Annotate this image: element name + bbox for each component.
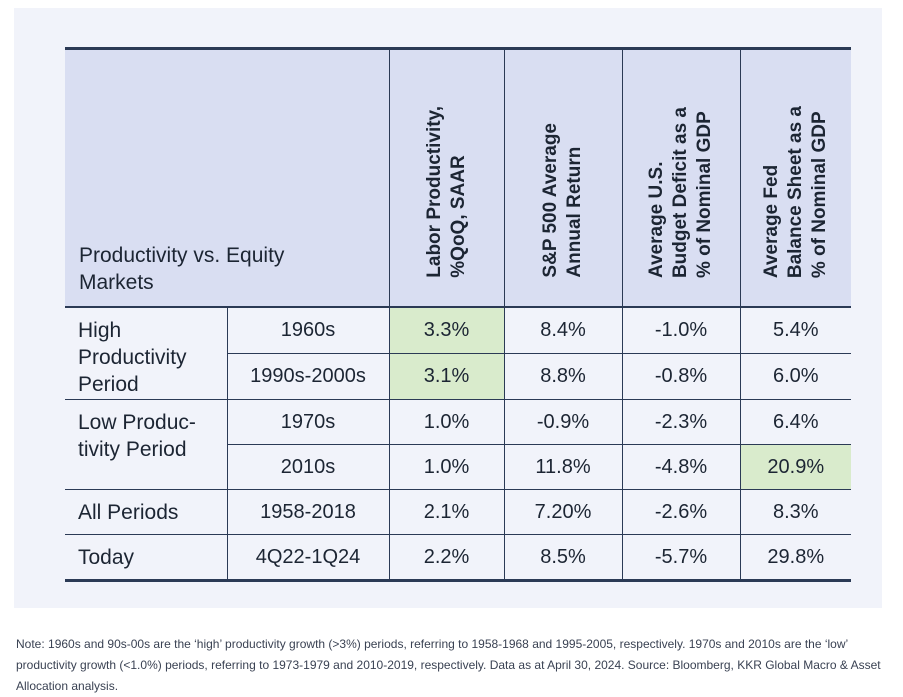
table-panel: Productivity vs. Equity Markets Labor Pr… [14,8,882,608]
value-cell: -5.7% [621,534,741,582]
period-cell: 1960s [226,306,390,354]
value-cell: 8.3% [739,489,851,535]
value-cell: -2.6% [621,489,741,535]
value-cell: 3.1% [388,353,505,400]
value-cell: 5.4% [739,306,851,354]
value-cell: 6.4% [739,399,851,445]
table-row: Today 4Q22-1Q24 2.2% 8.5% -5.7% 29.8% [65,534,851,582]
table-row: Low Produc- tivity Period 1970s 1.0% -0.… [65,399,851,490]
productivity-equity-table: Productivity vs. Equity Markets Labor Pr… [65,47,851,582]
value-cell: -4.8% [621,444,741,490]
value-cell: 8.4% [503,306,623,354]
value-cell: 2.1% [388,489,505,535]
value-cell: 8.5% [503,534,623,582]
column-header-fed-balance-sheet: Average Fed Balance Sheet as a % of Nomi… [739,47,851,308]
value-cell: 8.8% [503,353,623,400]
value-cell: 6.0% [739,353,851,400]
group-label-all-periods: All Periods [65,489,228,535]
period-cell: 2010s [227,444,390,490]
column-header-labor-productivity: Labor Productivity, %QoQ, SAAR [388,47,505,308]
table-title: Productivity vs. Equity Markets [65,47,390,308]
value-cell: -0.8% [621,353,741,400]
group-label-low-productivity: Low Produc- tivity Period [65,399,228,490]
value-cell: 3.3% [388,306,505,354]
table-header-row: Productivity vs. Equity Markets Labor Pr… [65,47,851,308]
value-cell: -2.3% [621,399,741,445]
value-cell: 2.2% [388,534,505,582]
value-cell: -1.0% [621,306,741,354]
value-cell: 20.9% [739,444,851,490]
group-label-today: Today [65,534,228,582]
table-row: High Productivity Period 1960s 3.3% 8.4%… [65,306,851,400]
value-cell: 11.8% [503,444,623,490]
value-cell: -0.9% [503,399,623,445]
period-cell: 1958-2018 [226,489,390,535]
value-cell: 1.0% [388,444,505,490]
value-cell: 1.0% [388,399,505,445]
table-row: 1990s-2000s 3.1% 8.8% -0.8% 6.0% [65,353,851,400]
column-header-sp500-return: S&P 500 Average Annual Return [503,47,623,308]
table-row: All Periods 1958-2018 2.1% 7.20% -2.6% 8… [65,489,851,535]
group-label-high-productivity: High Productivity Period [65,306,228,400]
footnote: Note: 1960s and 90s-00s are the ‘high’ p… [16,637,881,693]
value-cell: 29.8% [739,534,851,582]
period-cell: 1970s [226,399,390,445]
period-cell: 1990s-2000s [227,353,390,400]
column-header-budget-deficit: Average U.S. Budget Deficit as a % of No… [621,47,741,308]
value-cell: 7.20% [503,489,623,535]
period-cell: 4Q22-1Q24 [226,534,390,582]
